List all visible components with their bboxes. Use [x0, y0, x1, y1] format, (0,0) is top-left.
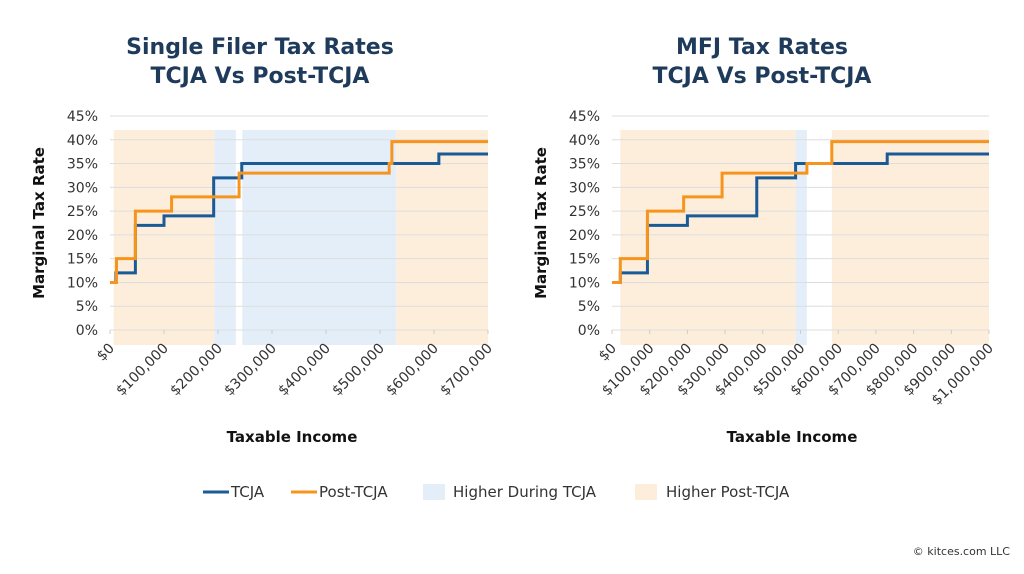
chart-title-line1: Single Filer Tax Rates [126, 35, 394, 60]
x-tick-label: $600,000 [383, 341, 442, 400]
y-tick-label: 5% [76, 299, 98, 315]
y-tick-label: 40% [67, 133, 98, 149]
y-tick-label: 35% [569, 157, 600, 173]
shade-region [620, 130, 796, 345]
y-tick-label: 10% [67, 275, 98, 291]
y-tick-label: 45% [67, 109, 98, 125]
single-filer-chart: 0%5%10%15%20%25%30%35%40%45%$0$100,000$2… [30, 35, 496, 446]
shade-region [242, 130, 397, 345]
series-line-post-tcja [110, 140, 488, 284]
x-tick-label: $300,000 [221, 341, 280, 400]
shade-region [214, 130, 236, 345]
series-line-post-tcja [612, 140, 989, 284]
y-tick-label: 15% [67, 252, 98, 268]
legend-swatch-shade-post [635, 484, 657, 500]
shade-region [396, 130, 488, 345]
chart-title-line2: TCJA Vs Post-TCJA [653, 64, 872, 89]
copyright: © kitces.com LLC [913, 545, 1011, 558]
shade-region [795, 130, 807, 345]
y-tick-label: 0% [76, 323, 98, 339]
x-tick-label: $200,000 [167, 341, 226, 400]
y-tick-label: 45% [569, 109, 600, 125]
y-tick-label: 30% [569, 180, 600, 196]
y-tick-label: 20% [67, 228, 98, 244]
mfj-chart: 0%5%10%15%20%25%30%35%40%45%$0$100,000$2… [532, 35, 997, 446]
y-tick-label: 5% [578, 299, 600, 315]
y-tick-label: 15% [569, 252, 600, 268]
legend: TCJA Post-TCJA Higher During TCJA Higher… [203, 483, 790, 501]
shade-region [113, 130, 215, 345]
x-tick-label: $500,000 [329, 341, 388, 400]
y-axis-title: Marginal Tax Rate [30, 147, 48, 299]
y-tick-label: 25% [569, 204, 600, 220]
y-tick-label: 25% [67, 204, 98, 220]
y-tick-label: 10% [569, 275, 600, 291]
y-tick-label: 35% [67, 157, 98, 173]
x-tick-label: $100,000 [113, 341, 172, 400]
series-line-tcja [612, 152, 989, 284]
legend-label-post: Post-TCJA [319, 483, 388, 501]
legend-label-tcja: TCJA [230, 483, 265, 501]
y-tick-label: 30% [67, 180, 98, 196]
y-tick-label: 0% [578, 323, 600, 339]
legend-label-shade-tcja: Higher During TCJA [453, 483, 597, 501]
legend-label-shade-post: Higher Post-TCJA [666, 483, 790, 501]
legend-swatch-shade-tcja [423, 484, 445, 500]
chart-title-line1: MFJ Tax Rates [676, 35, 848, 60]
y-tick-label: 40% [569, 133, 600, 149]
y-axis-title: Marginal Tax Rate [532, 147, 550, 299]
x-tick-label: $700,000 [437, 341, 496, 400]
x-tick-label: $400,000 [275, 341, 334, 400]
x-axis-title: Taxable Income [227, 428, 358, 446]
series-line-tcja [110, 152, 488, 284]
chart-title-line2: TCJA Vs Post-TCJA [151, 64, 370, 89]
x-axis-title: Taxable Income [727, 428, 858, 446]
y-tick-label: 20% [569, 228, 600, 244]
shade-region [831, 130, 989, 345]
x-tick-label: $0 [596, 341, 620, 365]
